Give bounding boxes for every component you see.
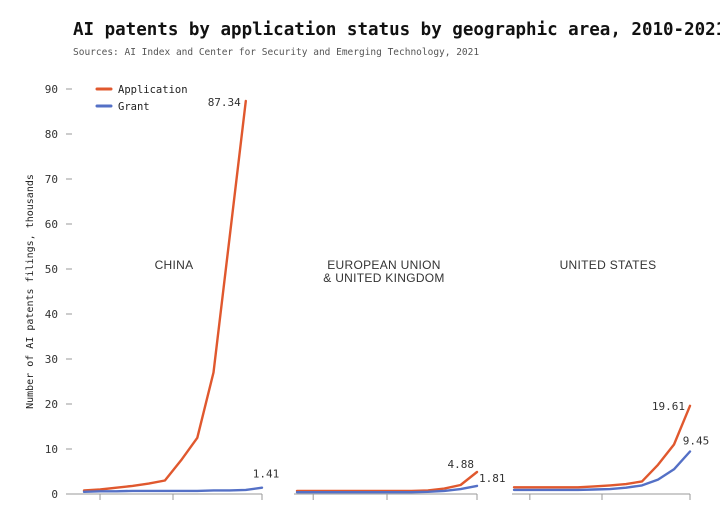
data-label: 1.41 [253,468,280,481]
y-tick-label: 30 [45,353,58,366]
y-axis-label: Number of AI patents filings, thousands [25,174,36,409]
data-label: 87.34 [208,96,241,109]
series-line-application [82,99,248,492]
chart-subtitle: Sources: AI Index and Center for Securit… [73,47,480,58]
series-line-grant [82,486,264,493]
panel-label-line: UNITED STATES [560,258,657,272]
y-tick-label: 70 [45,173,58,186]
y-tick-label: 40 [45,308,58,321]
legend-label: Application [118,84,188,96]
y-tick-label: 80 [45,128,58,141]
series-line-grant [295,484,479,494]
data-label: 4.88 [448,458,475,471]
panel-label: UNITED STATES [560,258,657,272]
series-line-application [295,470,479,493]
y-tick-label: 60 [45,218,58,231]
y-tick-label: 0 [51,488,58,501]
panel-label: EUROPEAN UNION & UNITED KINGDOM [323,258,444,285]
series-line-application [512,404,692,489]
data-label: 9.45 [683,434,710,447]
data-label: 1.81 [479,472,506,485]
panel-label-line: & UNITED KINGDOM [323,271,444,285]
legend-label: Grant [118,101,150,113]
panel-label-line: EUROPEAN UNION [327,258,441,272]
panel-label: CHINA [155,258,194,272]
chart-title: AI patents by application status by geog… [73,20,720,40]
y-tick-label: 20 [45,398,58,411]
panel-label-line: CHINA [155,258,194,272]
series-line-grant [512,450,692,492]
y-tick-label: 90 [45,83,58,96]
data-label: 19.61 [652,400,685,413]
y-tick-label: 50 [45,263,58,276]
y-tick-label: 10 [45,443,58,456]
